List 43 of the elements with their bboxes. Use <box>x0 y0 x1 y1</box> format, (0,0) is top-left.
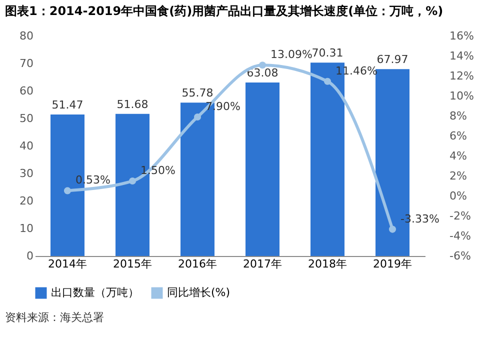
legend-label: 出口数量（万吨） <box>51 286 139 299</box>
y2-tick-label: 14% <box>450 50 474 62</box>
point <box>388 226 396 233</box>
point <box>324 78 332 85</box>
bar <box>246 82 280 256</box>
y-tick-label: 70 <box>20 57 34 70</box>
x-tick-label: 2019年 <box>373 258 412 270</box>
data-label: 51.47 <box>52 98 84 112</box>
y2-tick-label: 2% <box>450 170 467 182</box>
chart-title: 图表1：2014-2019年中国食(药)用菌产品出口量及其增长速度(单位：万吨，%) <box>5 4 444 18</box>
x-tick-label: 2018年 <box>308 258 347 270</box>
y2-tick-label: -2% <box>450 210 471 222</box>
y-tick-label: 80 <box>20 30 34 42</box>
x-tick-label: 2016年 <box>178 258 217 270</box>
y-tick-label: 60 <box>20 84 34 98</box>
y-tick-label: 0 <box>26 250 34 262</box>
y2-tick-label: 10% <box>450 90 474 102</box>
y-tick-label: 40 <box>20 140 34 152</box>
y2-tick-label: 0% <box>450 190 467 202</box>
text: 资料来源：海关总署 <box>5 311 104 324</box>
data-label: 70.31 <box>312 46 344 60</box>
data-label: 51.68 <box>116 98 148 111</box>
y2-tick-label: 16% <box>450 30 474 42</box>
data-label: 13.09% <box>270 48 312 62</box>
y-tick-label: 50 <box>20 112 34 125</box>
point <box>64 187 72 194</box>
y2-tick-label: 4% <box>450 150 467 162</box>
point <box>128 177 136 185</box>
x-tick-label: 2014年 <box>48 258 87 270</box>
legend-label: 同比增长(%) <box>167 286 230 299</box>
y2-tick-label: 8% <box>450 110 467 122</box>
y2-tick-label: 6% <box>450 130 467 142</box>
data-label: 55.78 <box>182 86 214 100</box>
data-label: 67.97 <box>376 53 408 66</box>
x-tick-label: 2015年 <box>113 258 152 270</box>
y2-tick-label: 12% <box>450 70 474 82</box>
point <box>194 113 202 121</box>
y-tick-label: 10 <box>20 222 34 235</box>
y-tick-label: 30 <box>20 167 34 180</box>
x-tick-label: 2017年 <box>243 258 282 270</box>
y-tick-label: 20 <box>20 194 34 208</box>
y2-tick-label: -4% <box>450 230 471 242</box>
y2-tick-label: -6% <box>450 250 471 262</box>
